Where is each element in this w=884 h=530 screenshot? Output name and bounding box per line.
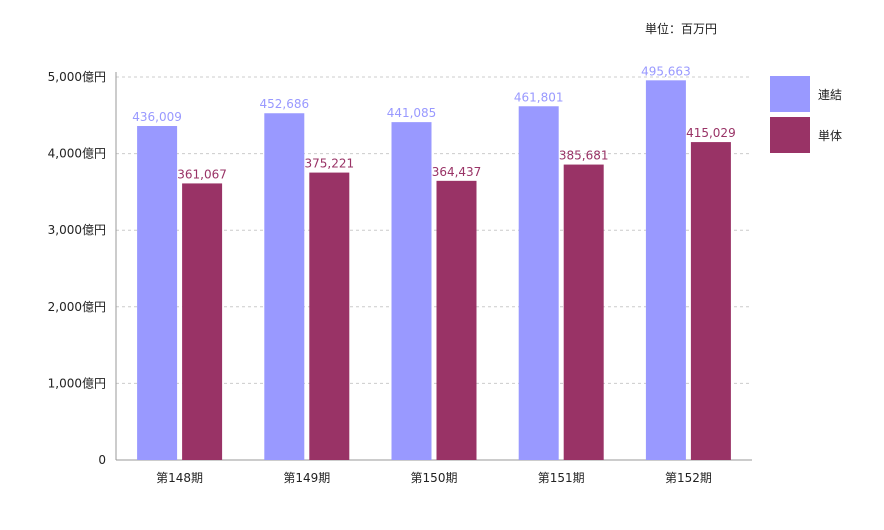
legend: 連結 単体 [770, 74, 842, 156]
y-tick-label: 4,000億円 [48, 147, 106, 161]
x-tick-label: 第148期 [156, 471, 203, 485]
bar-consolidated [518, 106, 559, 460]
data-label-consolidated: 452,686 [259, 97, 309, 111]
data-label-nonconsolidated: 364,437 [432, 165, 482, 179]
data-label-nonconsolidated: 375,221 [304, 157, 354, 171]
x-tick-label: 第149期 [283, 471, 330, 485]
y-tick-label: 1,000億円 [48, 376, 106, 390]
bar-consolidated [264, 113, 305, 460]
data-label-consolidated: 495,663 [641, 64, 691, 78]
data-label-consolidated: 441,085 [387, 106, 437, 120]
legend-swatch-nonconsolidated [770, 117, 810, 153]
bar-nonconsolidated [182, 183, 223, 461]
data-label-consolidated: 461,801 [514, 90, 564, 104]
legend-item-nonconsolidated: 単体 [770, 115, 842, 155]
bar-consolidated [391, 122, 432, 460]
legend-swatch-consolidated [770, 76, 810, 112]
x-tick-label: 第150期 [411, 471, 458, 485]
data-label-consolidated: 436,009 [132, 110, 182, 124]
bar-consolidated [645, 80, 686, 460]
bar-nonconsolidated [436, 180, 477, 461]
x-tick-label: 第151期 [538, 471, 585, 485]
y-tick-label: 2,000億円 [48, 300, 106, 314]
x-tick-label: 第152期 [665, 471, 712, 485]
legend-item-consolidated: 連結 [770, 74, 842, 114]
data-label-nonconsolidated: 415,029 [686, 126, 736, 140]
bar-consolidated [137, 126, 178, 461]
data-label-nonconsolidated: 361,067 [177, 167, 227, 181]
y-tick-label: 5,000億円 [48, 70, 106, 84]
legend-label-nonconsolidated: 単体 [818, 128, 843, 143]
data-label-nonconsolidated: 385,681 [559, 149, 609, 163]
bar-nonconsolidated [690, 142, 731, 461]
bar-nonconsolidated [563, 164, 604, 460]
y-tick-label: 0 [98, 453, 106, 467]
bar-nonconsolidated [309, 172, 350, 460]
y-tick-label: 3,000億円 [48, 223, 106, 237]
legend-label-consolidated: 連結 [818, 87, 843, 102]
unit-note: 単位：百万円 [645, 22, 718, 36]
